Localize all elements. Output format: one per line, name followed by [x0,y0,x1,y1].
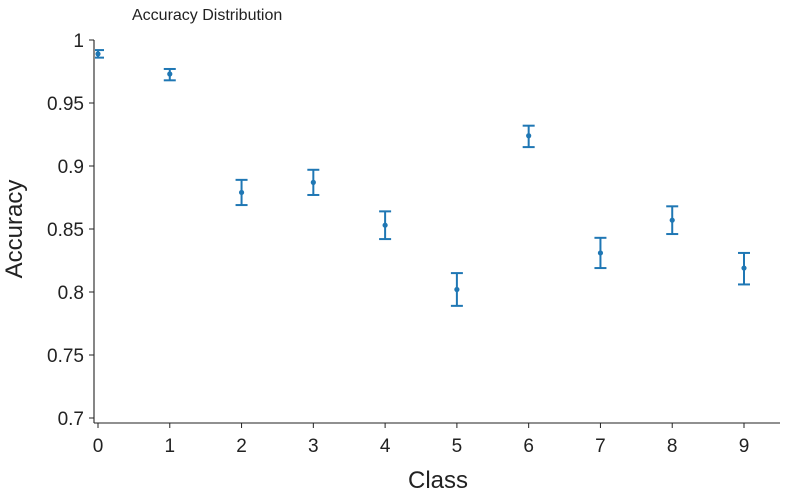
y-axis-ticks: 0.7 0.75 0.8 0.85 0.9 0.95 1 [47,31,94,430]
data-point [526,133,532,139]
x-tick-label: 5 [452,436,463,457]
x-axis-label: Class [408,467,468,494]
data-point [382,222,388,228]
data-point [741,265,747,271]
error-bar-2 [235,178,248,207]
y-tick-label: 0.95 [47,94,84,115]
x-tick-label: 4 [380,436,391,457]
x-tick-label: 0 [93,436,104,457]
data-point [597,250,604,256]
x-tick-label: 9 [739,436,750,457]
data-marks [95,49,750,307]
error-bar-8 [666,205,679,236]
x-tick-label: 6 [523,436,534,457]
y-tick-label: 0.9 [58,157,84,178]
data-point [238,189,245,196]
error-bar-1 [163,67,176,82]
error-bar-9 [738,251,750,286]
data-point [95,51,101,57]
error-bar-6 [522,124,535,149]
x-axis-ticks: 0 1 2 3 4 5 6 7 8 9 [93,423,750,457]
y-tick-label: 0.8 [58,283,84,304]
y-axis-label: Accuracy [1,180,28,279]
error-bar-5 [450,272,463,307]
x-tick-label: 8 [667,436,678,457]
x-tick-label: 1 [164,436,175,457]
y-tick-label: 0.75 [47,346,84,367]
data-point [669,217,675,223]
x-tick-label: 2 [236,436,247,457]
error-bar-4 [379,210,392,241]
data-point [454,286,460,293]
error-bar-3 [307,168,320,196]
error-bar-0 [95,49,104,59]
chart-title: Accuracy Distribution [132,7,282,24]
y-tick-label: 0.85 [47,220,84,241]
data-point [310,179,316,185]
y-tick-label: 1 [73,31,84,52]
data-point [167,71,173,77]
x-tick-label: 7 [595,436,606,457]
y-tick-label: 0.7 [58,409,84,430]
x-tick-label: 3 [308,436,319,457]
error-bar-7 [594,236,607,270]
